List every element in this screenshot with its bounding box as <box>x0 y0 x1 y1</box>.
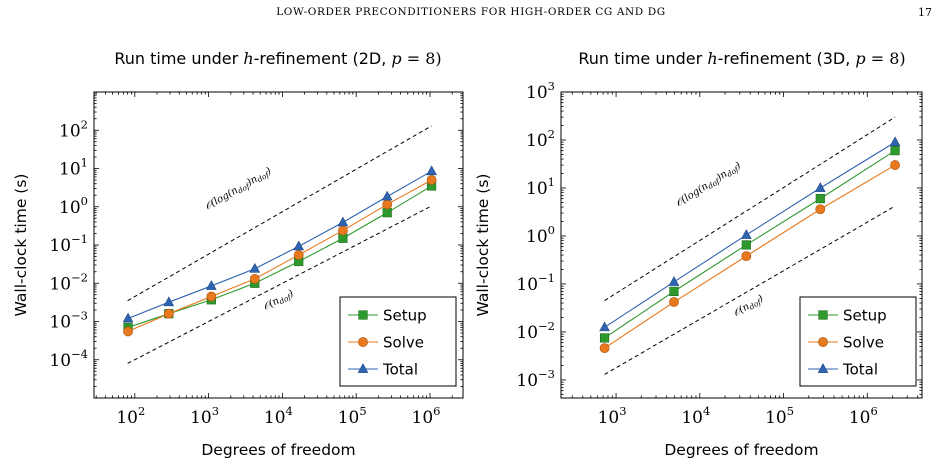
data-point-solve <box>382 199 393 210</box>
legend-label-solve: Solve <box>383 334 424 352</box>
x-tick-label: 105 <box>765 404 794 428</box>
legend-marker-solve <box>358 337 368 347</box>
reference-line-nlogn <box>127 125 432 302</box>
page-header: LOW-ORDER PRECONDITIONERS FOR HIGH-ORDER… <box>0 6 942 24</box>
y-tick-label: 10−2 <box>516 319 555 343</box>
data-point-setup <box>669 286 679 296</box>
reference-line-n <box>127 205 432 364</box>
legend: Setup Solve Total <box>339 296 457 387</box>
y-tick-label: 102 <box>526 127 555 151</box>
data-point-solve <box>669 297 679 307</box>
data-point-solve <box>123 326 133 337</box>
reference-label-n: 𝒪(ndof) <box>732 293 766 320</box>
y-tick-label: 10−4 <box>49 347 88 371</box>
y-tick-label: 101 <box>59 156 88 180</box>
x-tick-label: 104 <box>681 404 710 428</box>
legend-marker-total <box>817 363 829 373</box>
data-point-solve <box>741 251 752 262</box>
data-point-solve <box>890 160 900 170</box>
series-line-solve <box>127 179 432 332</box>
page-number: 17 <box>918 6 932 19</box>
data-point-total <box>741 229 752 239</box>
y-tick-label: 10−3 <box>49 309 88 333</box>
data-point-total <box>249 262 261 273</box>
data-point-total <box>889 136 901 147</box>
chart-title: Run time under h-refinement (2D, p = 8) <box>114 49 441 68</box>
reference-label-nlogn: 𝒪(log(ndof)ndof) <box>674 160 744 210</box>
x-tick-label: 105 <box>338 404 367 428</box>
x-axis-label: Degrees of freedom <box>201 441 355 459</box>
chart-2d: Run time under h-refinement (2D, p = 8) D… <box>12 49 464 459</box>
legend-marker-setup <box>358 310 368 320</box>
x-tick-label: 106 <box>412 404 441 428</box>
data-point-solve <box>815 204 826 215</box>
data-point-solve <box>338 225 348 236</box>
legend-label-setup: Setup <box>843 307 887 325</box>
plot-frame <box>560 91 923 399</box>
data-point-total <box>163 296 175 307</box>
data-point-solve <box>249 273 260 284</box>
series-line-total <box>127 170 432 319</box>
running-head: LOW-ORDER PRECONDITIONERS FOR HIGH-ORDER… <box>276 6 666 18</box>
chart-title: Run time under h-refinement (3D, p = 8) <box>578 49 905 68</box>
x-tick-label: 103 <box>598 404 627 428</box>
y-tick-label: 10−3 <box>516 367 555 391</box>
data-point-total <box>122 312 134 323</box>
data-point-solve <box>599 343 610 354</box>
data-point-total <box>814 182 826 192</box>
data-point-total <box>293 240 305 251</box>
data-point-solve <box>163 308 174 319</box>
legend-label-total: Total <box>842 361 878 379</box>
data-point-setup <box>599 333 610 343</box>
data-point-total <box>337 216 349 227</box>
legend-marker-total <box>357 363 369 373</box>
legend-label-solve: Solve <box>843 334 884 352</box>
y-tick-label: 100 <box>526 223 555 247</box>
data-point-solve <box>293 250 304 260</box>
y-tick-label: 10−1 <box>49 232 88 256</box>
reference-line-nlogn <box>604 116 896 302</box>
data-point-setup <box>382 208 392 218</box>
y-tick-label: 101 <box>526 175 555 199</box>
data-point-setup <box>890 146 900 156</box>
legend: Setup Solve Total <box>799 296 917 387</box>
x-tick-label: 104 <box>264 404 293 428</box>
data-point-setup <box>815 194 825 204</box>
legend-label-setup: Setup <box>383 307 427 325</box>
x-tick-label: 102 <box>116 404 145 428</box>
y-tick-label: 10−2 <box>49 270 88 294</box>
x-axis-label: Degrees of freedom <box>664 441 818 459</box>
y-tick-label: 103 <box>526 79 555 103</box>
x-tick-label: 106 <box>849 404 878 428</box>
x-tick-label: 103 <box>190 404 219 428</box>
data-point-total <box>206 280 217 290</box>
reference-label-nlogn: 𝒪(log(ndof)ndof) <box>203 166 274 214</box>
data-point-total <box>599 321 610 332</box>
legend-marker-setup <box>818 310 828 320</box>
data-point-solve <box>426 175 437 185</box>
data-point-total <box>668 276 680 286</box>
data-point-setup <box>741 240 751 250</box>
y-axis-label: Wall-clock time (s) <box>474 174 492 317</box>
legend-marker-solve <box>818 337 828 347</box>
data-point-total <box>381 190 393 201</box>
y-tick-label: 100 <box>59 194 88 218</box>
data-point-total <box>426 165 437 176</box>
chart-3d: Run time under h-refinement (3D, p = 8) D… <box>474 49 923 459</box>
y-tick-label: 10−1 <box>516 271 555 295</box>
data-point-solve <box>206 291 217 302</box>
y-tick-label: 102 <box>59 117 88 141</box>
legend-label-total: Total <box>382 361 418 379</box>
y-axis-label: Wall-clock time (s) <box>12 174 30 317</box>
